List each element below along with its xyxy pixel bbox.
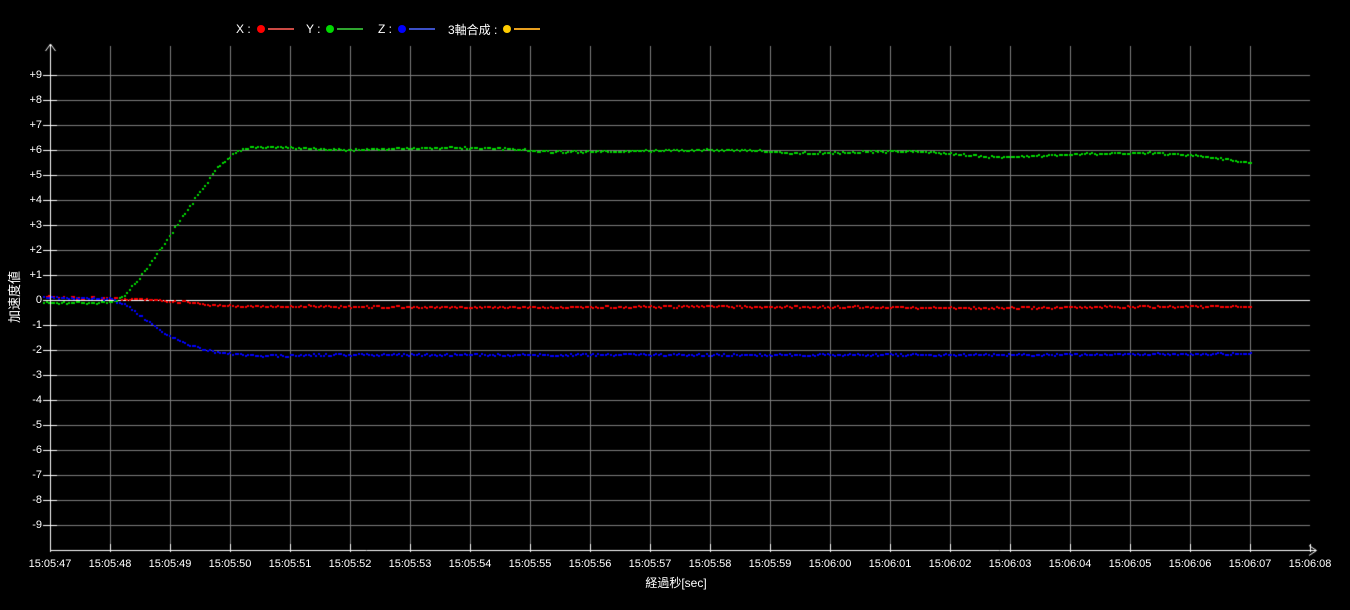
y-tick-label: 0 (35, 294, 42, 306)
x-tick-label: 15:06:00 (808, 558, 852, 570)
x-tick-label: 15:05:56 (568, 558, 612, 570)
y-tick-label: +7 (29, 119, 42, 131)
x-tick-label: 15:05:54 (448, 558, 492, 570)
legend-line-z-icon (409, 28, 435, 30)
legend-line-x-icon (267, 28, 294, 30)
x-tick-label: 15:05:55 (508, 558, 552, 570)
y-tick-label: -4 (32, 394, 42, 406)
x-tick-label: 15:05:47 (28, 558, 72, 570)
legend-item-x: X : (236, 21, 294, 37)
y-tick-label: +9 (29, 69, 42, 81)
x-tick-label: 15:05:50 (208, 558, 252, 570)
y-tick-label: -2 (32, 344, 42, 356)
legend-label-z: Z : (378, 22, 392, 36)
y-tick-label: -9 (32, 519, 42, 531)
x-tick-label: 15:05:59 (748, 558, 792, 570)
legend-marker-composite-icon (503, 25, 512, 33)
x-tick-label: 15:05:52 (328, 558, 372, 570)
y-tick-label: -7 (32, 469, 42, 481)
x-tick-label: 15:05:57 (628, 558, 672, 570)
y-tick-label: +1 (29, 269, 42, 281)
legend-label-x: X : (236, 22, 251, 36)
y-axis-title: 加速度値 (7, 271, 22, 324)
legend-line-y-icon (337, 28, 364, 30)
y-tick-label: +4 (29, 194, 42, 206)
x-axis-title: 経過秒[sec] (645, 576, 707, 590)
x-tick-label: 15:05:49 (148, 558, 192, 570)
x-tick-label: 15:06:03 (988, 558, 1032, 570)
legend-line-composite-icon (514, 28, 541, 30)
y-tick-label: -6 (32, 444, 42, 456)
y-tick-label: +6 (29, 144, 42, 156)
x-tick-label: 15:06:04 (1048, 558, 1092, 570)
legend-label-composite: 3軸合成 : (448, 22, 498, 37)
x-tick-label: 15:05:53 (388, 558, 432, 570)
y-tick-label: +5 (29, 169, 42, 181)
y-tick-label: +2 (29, 244, 42, 256)
legend-marker-y-icon (326, 25, 335, 33)
y-tick-label: -3 (32, 369, 42, 381)
legend-item-z: Z : (378, 21, 435, 37)
x-tick-label: 15:05:58 (688, 558, 732, 570)
legend-marker-x-icon (256, 25, 265, 33)
x-tick-label: 15:06:01 (868, 558, 912, 570)
y-tick-label: -1 (32, 319, 42, 331)
chart-legend: X : Y : Z : 3軸合成 : (0, 21, 1350, 37)
y-tick-label: +3 (29, 219, 42, 231)
x-tick-label: 15:06:07 (1228, 558, 1272, 570)
legend-marker-z-icon (398, 25, 406, 33)
y-tick-label: -8 (32, 494, 42, 506)
x-tick-label: 15:06:06 (1168, 558, 1212, 570)
x-tick-label: 15:06:02 (928, 558, 972, 570)
x-tick-label: 15:06:08 (1288, 558, 1332, 570)
y-tick-label: -5 (32, 419, 42, 431)
y-tick-label: +8 (29, 94, 42, 106)
x-tick-label: 15:05:48 (88, 558, 132, 570)
legend-label-y: Y : (306, 22, 321, 36)
x-tick-label: 15:06:05 (1108, 558, 1152, 570)
x-tick-label: 15:05:51 (268, 558, 312, 570)
legend-item-composite: 3軸合成 : (448, 21, 541, 37)
legend-item-y: Y : (306, 21, 364, 37)
